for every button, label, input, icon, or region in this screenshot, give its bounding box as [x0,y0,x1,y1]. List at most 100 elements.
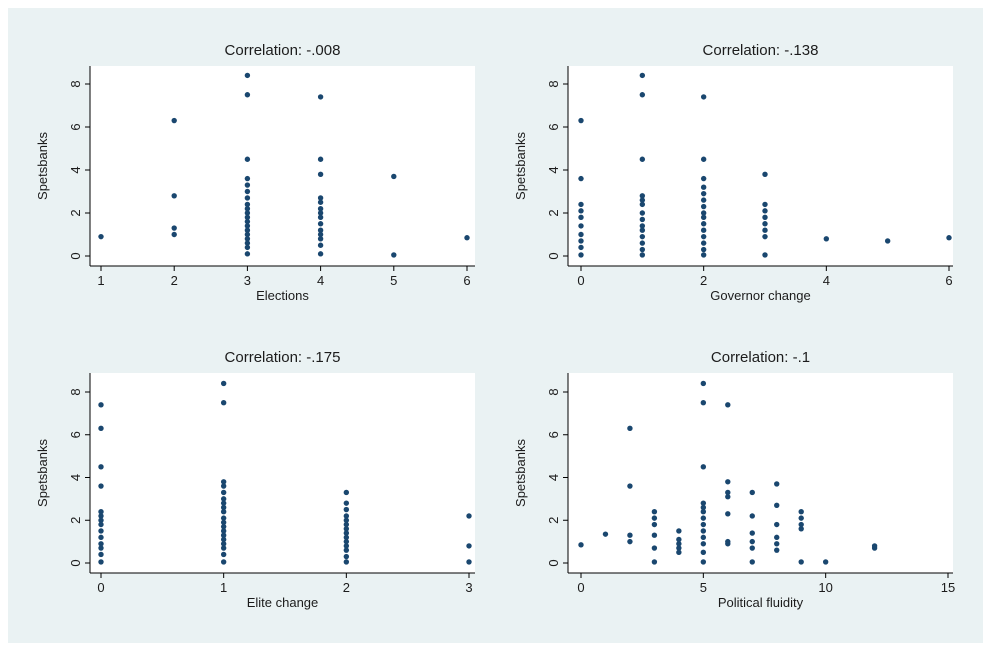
data-point [749,513,755,519]
chart-title: Correlation: -.008 [225,42,341,59]
data-point [762,252,768,258]
data-point [220,523,227,530]
data-point [220,545,227,551]
data-point [244,188,251,195]
data-point [343,506,350,513]
x-tick-label: 3 [465,580,472,595]
data-point [700,156,707,162]
data-point [244,240,251,246]
data-point [317,94,324,100]
data-point [822,559,829,565]
data-point [391,252,397,258]
y-tick-label: 0 [546,559,561,566]
x-tick-label: 4 [317,273,324,288]
x-tick-label: 3 [244,273,251,288]
data-point [98,402,104,408]
data-point [317,227,324,233]
data-point [700,221,707,227]
data-point [171,193,177,199]
data-point [798,509,804,515]
data-point [98,559,104,565]
data-point [749,538,755,545]
data-point [725,489,731,496]
data-point [798,559,804,565]
data-point [700,210,707,216]
y-tick-label: 4 [68,474,83,481]
data-point [244,175,251,182]
data-point [220,551,227,558]
data-point [220,496,227,502]
data-point [98,551,104,558]
data-point [317,199,324,205]
data-point [774,541,780,547]
data-point [391,173,397,180]
data-point [578,214,584,220]
data-point [244,227,251,233]
data-point [627,425,633,432]
data-point [220,479,227,485]
data-point [244,223,251,229]
data-point [700,541,707,547]
data-point [700,500,707,506]
data-point [627,538,633,545]
data-point [317,221,324,227]
data-point [946,235,952,241]
data-point [244,214,251,220]
data-point [774,502,780,508]
y-tick-label: 2 [68,209,83,216]
data-point [578,175,584,182]
y-tick-label: 0 [68,252,83,259]
x-tick-label: 10 [818,580,832,595]
data-point [578,244,584,251]
data-point [98,541,104,547]
data-point [244,236,251,242]
x-tick-label: 5 [390,273,397,288]
data-point [700,534,707,541]
y-axis-label: Spetsbanks [513,439,528,507]
data-point [244,182,251,188]
data-point [220,559,227,565]
x-tick-label: 4 [823,273,830,288]
data-point [725,541,731,547]
y-tick-label: 0 [68,559,83,566]
y-tick-label: 2 [546,209,561,216]
data-point [220,483,227,489]
data-point [700,380,707,387]
data-point [639,223,646,229]
data-point [220,509,227,515]
data-point [98,425,104,432]
data-point [700,184,707,190]
data-point [725,511,731,517]
data-point [700,233,707,240]
data-point [343,543,350,549]
data-point [98,509,104,515]
data-point [700,504,707,511]
data-point [762,233,768,240]
data-point [651,545,658,551]
data-point [774,481,780,487]
plot-area [568,373,953,573]
data-point [676,536,682,543]
data-point [639,201,646,208]
data-point [220,519,227,526]
data-point [774,521,780,528]
data-point [700,190,707,197]
data-point [749,545,755,551]
data-point [244,201,251,208]
data-point [627,532,633,538]
data-point [343,517,350,523]
x-tick-label: 2 [171,273,178,288]
data-point [317,210,324,216]
data-point [343,521,350,528]
data-point [578,208,584,214]
data-point [343,534,350,541]
data-point [639,210,646,216]
panel-3: Correlation: -.175 Elite change Spetsbanks… [35,349,475,610]
data-point [464,235,470,241]
data-point [343,530,350,536]
data-point [317,214,324,220]
chart-title: Correlation: -.175 [225,349,341,366]
y-tick-label: 4 [68,166,83,173]
data-point [774,547,780,553]
data-point [639,227,646,233]
